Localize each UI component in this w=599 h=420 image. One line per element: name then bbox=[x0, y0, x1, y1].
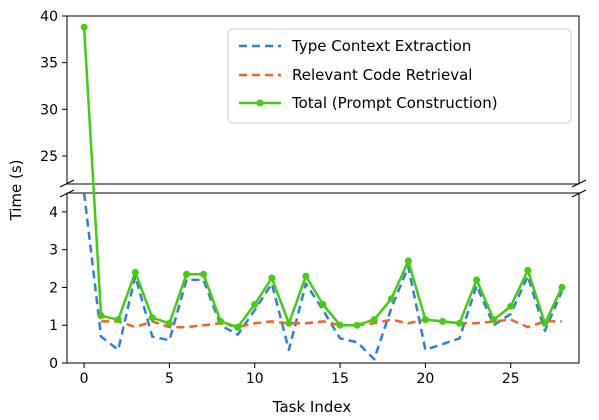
x-tick-label: 25 bbox=[502, 371, 520, 387]
break-mark-lower-left bbox=[59, 189, 75, 198]
data-point bbox=[473, 276, 481, 284]
series-line bbox=[82, 192, 564, 361]
legend-frame bbox=[227, 28, 572, 124]
data-point bbox=[421, 316, 429, 324]
data-point bbox=[370, 316, 378, 324]
y-tick-label: 40 bbox=[40, 9, 58, 25]
data-point bbox=[97, 312, 105, 320]
y-tick-label: 3 bbox=[49, 243, 58, 259]
data-point bbox=[541, 319, 549, 327]
y-tick-label: 2 bbox=[49, 280, 58, 296]
data-point bbox=[507, 302, 515, 310]
x-ticks: 0 5 10 15 20 25 bbox=[80, 363, 520, 387]
data-point bbox=[456, 319, 463, 327]
data-point bbox=[336, 321, 344, 329]
series-type-context-extraction bbox=[82, 192, 564, 361]
data-point bbox=[387, 295, 395, 303]
x-tick-label: 20 bbox=[416, 371, 434, 387]
y-tick-label: 30 bbox=[40, 102, 58, 118]
data-point bbox=[148, 314, 156, 322]
data-point bbox=[114, 316, 122, 324]
data-point bbox=[251, 300, 259, 308]
series-line bbox=[101, 318, 562, 329]
break-mark-lower-right bbox=[571, 189, 587, 198]
y-tick-label: 4 bbox=[49, 205, 58, 221]
data-point bbox=[302, 272, 310, 280]
legend-label-type-context: Type Context Extraction bbox=[291, 37, 471, 55]
data-point bbox=[524, 266, 532, 274]
x-tick-label: 10 bbox=[246, 371, 264, 387]
data-point bbox=[200, 270, 207, 278]
data-point bbox=[353, 321, 361, 329]
y-tick-label: 25 bbox=[40, 149, 58, 165]
data-point bbox=[285, 319, 293, 327]
data-point bbox=[217, 317, 225, 325]
data-point bbox=[558, 283, 566, 291]
data-point bbox=[404, 257, 412, 265]
upper-panel: 25 30 35 40 bbox=[40, 9, 580, 185]
x-tick-label: 15 bbox=[331, 371, 349, 387]
axis-break-marks bbox=[59, 179, 587, 198]
lower-plot-frame bbox=[66, 192, 580, 364]
series-layer bbox=[80, 23, 566, 361]
data-point bbox=[439, 317, 446, 325]
legend-label-total: Total (Prompt Construction) bbox=[291, 94, 498, 112]
break-mark-upper-left bbox=[59, 179, 75, 188]
x-axis-label: Task Index bbox=[272, 398, 352, 416]
x-tick-label: 0 bbox=[80, 371, 89, 387]
x-tick-label: 5 bbox=[165, 371, 174, 387]
legend-label-code-retrieval: Relevant Code Retrieval bbox=[292, 66, 472, 84]
break-mark-upper-right bbox=[571, 179, 587, 188]
lower-y-ticks: 0 1 2 3 4 bbox=[49, 205, 67, 372]
y-tick-label: 35 bbox=[40, 56, 58, 72]
series-relevant-code-retrieval bbox=[101, 318, 562, 329]
data-point bbox=[183, 270, 190, 278]
data-point bbox=[80, 23, 88, 31]
legend-marker-total bbox=[256, 99, 264, 107]
data-point bbox=[319, 300, 327, 308]
data-point bbox=[165, 319, 173, 327]
upper-plot-frame bbox=[66, 15, 580, 185]
y-tick-label: 0 bbox=[49, 356, 58, 372]
data-point bbox=[490, 316, 498, 324]
upper-y-ticks: 25 30 35 40 bbox=[40, 9, 67, 165]
legend: Type Context Extraction Relevant Code Re… bbox=[227, 28, 572, 124]
y-axis-label: Time (s) bbox=[7, 160, 25, 222]
data-point bbox=[234, 323, 242, 331]
lower-panel: 0 1 2 3 4 0 5 10 15 20 25 bbox=[49, 192, 580, 387]
data-point bbox=[268, 274, 276, 282]
y-tick-label: 1 bbox=[49, 318, 58, 334]
series-total-prompt-construction bbox=[80, 23, 566, 331]
data-point bbox=[131, 268, 139, 276]
